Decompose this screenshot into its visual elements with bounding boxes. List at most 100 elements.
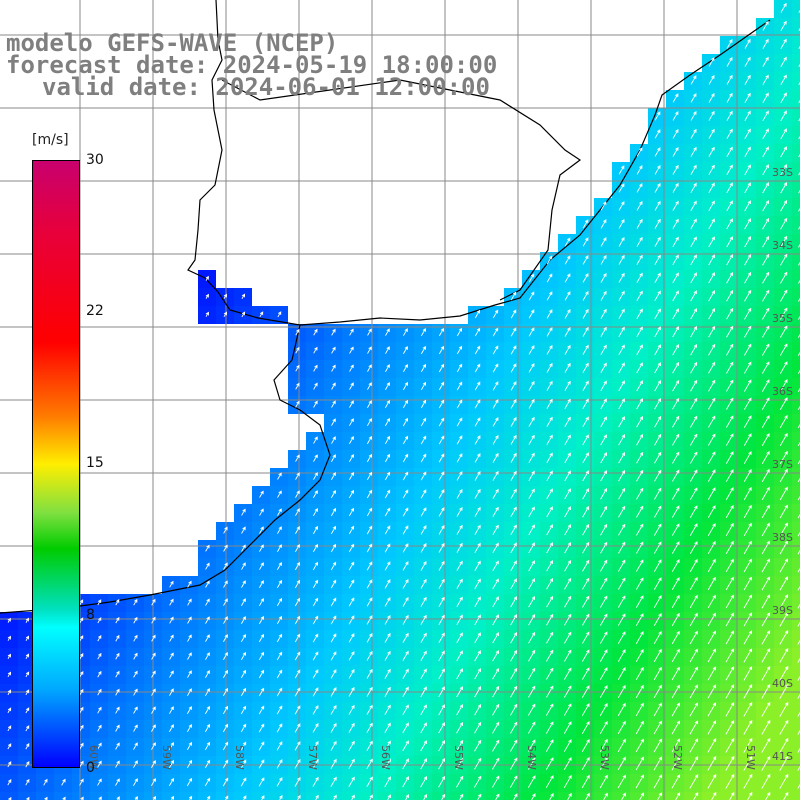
- wind-arrow: [297, 794, 301, 800]
- wind-arrow: [600, 255, 607, 265]
- wind-cell: [792, 216, 800, 234]
- wind-arrow: [366, 776, 373, 788]
- wind-arrow: [600, 326, 607, 337]
- wind-arrow: [438, 614, 445, 625]
- wind-arrow: [672, 200, 679, 211]
- wind-arrow: [761, 701, 771, 717]
- wind-arrow: [779, 737, 789, 753]
- longitude-label: 58W: [233, 745, 246, 770]
- wind-cell: [792, 540, 800, 558]
- wind-arrow: [564, 237, 571, 247]
- wind-arrow: [438, 435, 445, 445]
- wind-cell: [72, 792, 90, 800]
- wind-arrow: [618, 290, 625, 301]
- wind-arrow: [348, 758, 355, 769]
- wind-arrow: [456, 399, 463, 409]
- wind-arrow: [348, 561, 355, 571]
- wind-arrow: [169, 742, 174, 751]
- wind-arrow: [743, 719, 753, 735]
- wind-arrow: [438, 632, 445, 643]
- wind-arrow: [315, 794, 319, 800]
- wind-arrow: [618, 452, 626, 464]
- wind-arrow: [779, 701, 789, 717]
- wind-arrow: [689, 487, 698, 500]
- wind-arrow: [600, 398, 607, 410]
- wind-arrow: [348, 471, 354, 481]
- wind-arrow: [779, 504, 788, 519]
- wind-arrow: [725, 737, 735, 753]
- wind-arrow: [708, 236, 715, 248]
- wind-arrow: [618, 254, 625, 265]
- wind-cell: [792, 558, 800, 576]
- wind-arrow: [564, 273, 571, 283]
- wind-arrow: [115, 778, 120, 786]
- wind-cell: [198, 792, 216, 800]
- wind-arrow: [564, 559, 572, 572]
- wind-arrow: [762, 146, 769, 158]
- wind-arrow: [599, 685, 608, 698]
- wind-arrow: [294, 669, 301, 679]
- wind-arrow: [618, 362, 625, 374]
- wind-cell: [216, 792, 234, 800]
- wind-arrow: [545, 721, 554, 734]
- wind-arrow: [545, 757, 554, 770]
- wind-arrow: [618, 523, 626, 536]
- wind-arrow: [384, 686, 391, 697]
- wind-arrow: [420, 596, 427, 607]
- wind-arrow: [456, 363, 463, 373]
- wind-arrow: [636, 147, 643, 157]
- wind-arrow: [294, 615, 301, 625]
- wind-arrow: [204, 723, 210, 733]
- wind-arrow: [618, 380, 625, 392]
- wind-arrow: [258, 615, 264, 625]
- wind-arrow: [331, 382, 336, 390]
- wind-arrow: [313, 400, 318, 408]
- wind-arrow: [779, 379, 788, 392]
- wind-arrow: [438, 399, 445, 409]
- wind-arrow: [528, 667, 536, 680]
- wind-arrow: [151, 688, 156, 696]
- wind-arrow: [653, 774, 662, 789]
- wind-arrow: [420, 453, 427, 463]
- wind-arrow: [690, 326, 698, 338]
- wind-arrow: [438, 578, 445, 589]
- wind-arrow: [779, 719, 789, 735]
- wind-arrow: [492, 452, 499, 463]
- wind-arrow: [761, 773, 771, 789]
- wind-arrow: [510, 596, 517, 608]
- wind-arrow: [528, 416, 535, 427]
- longitude-label: 54W: [525, 745, 538, 770]
- wind-arrow: [510, 327, 517, 337]
- wind-cell: [288, 792, 306, 800]
- wind-arrow: [330, 561, 337, 571]
- wind-arrow: [726, 254, 733, 266]
- wind-arrow: [708, 200, 715, 212]
- wind-arrow: [545, 775, 554, 788]
- wind-arrow: [384, 740, 391, 752]
- wind-cell: [126, 792, 144, 800]
- wind-arrow: [313, 328, 318, 336]
- wind-cell: [792, 72, 800, 90]
- wind-arrow: [761, 433, 770, 446]
- wind-arrow: [743, 702, 753, 717]
- wind-arrow: [761, 361, 770, 374]
- wind-arrow: [671, 505, 680, 518]
- wind-cell: [432, 792, 450, 800]
- wind-arrow: [330, 507, 336, 517]
- wind-arrow: [438, 489, 445, 499]
- wind-arrow: [438, 686, 445, 698]
- wind-arrow: [761, 468, 770, 483]
- wind-arrow: [546, 703, 554, 716]
- wind-arrow: [582, 577, 590, 590]
- wind-arrow: [707, 612, 716, 627]
- wind-arrow: [258, 633, 264, 643]
- wind-arrow: [726, 74, 733, 85]
- wind-arrow: [528, 560, 535, 572]
- wind-arrow: [743, 666, 753, 681]
- wind-arrow: [204, 705, 210, 715]
- wind-arrow: [797, 477, 800, 483]
- wind-arrow: [510, 667, 518, 680]
- wind-arrow: [761, 594, 770, 609]
- wind-arrow: [797, 549, 800, 555]
